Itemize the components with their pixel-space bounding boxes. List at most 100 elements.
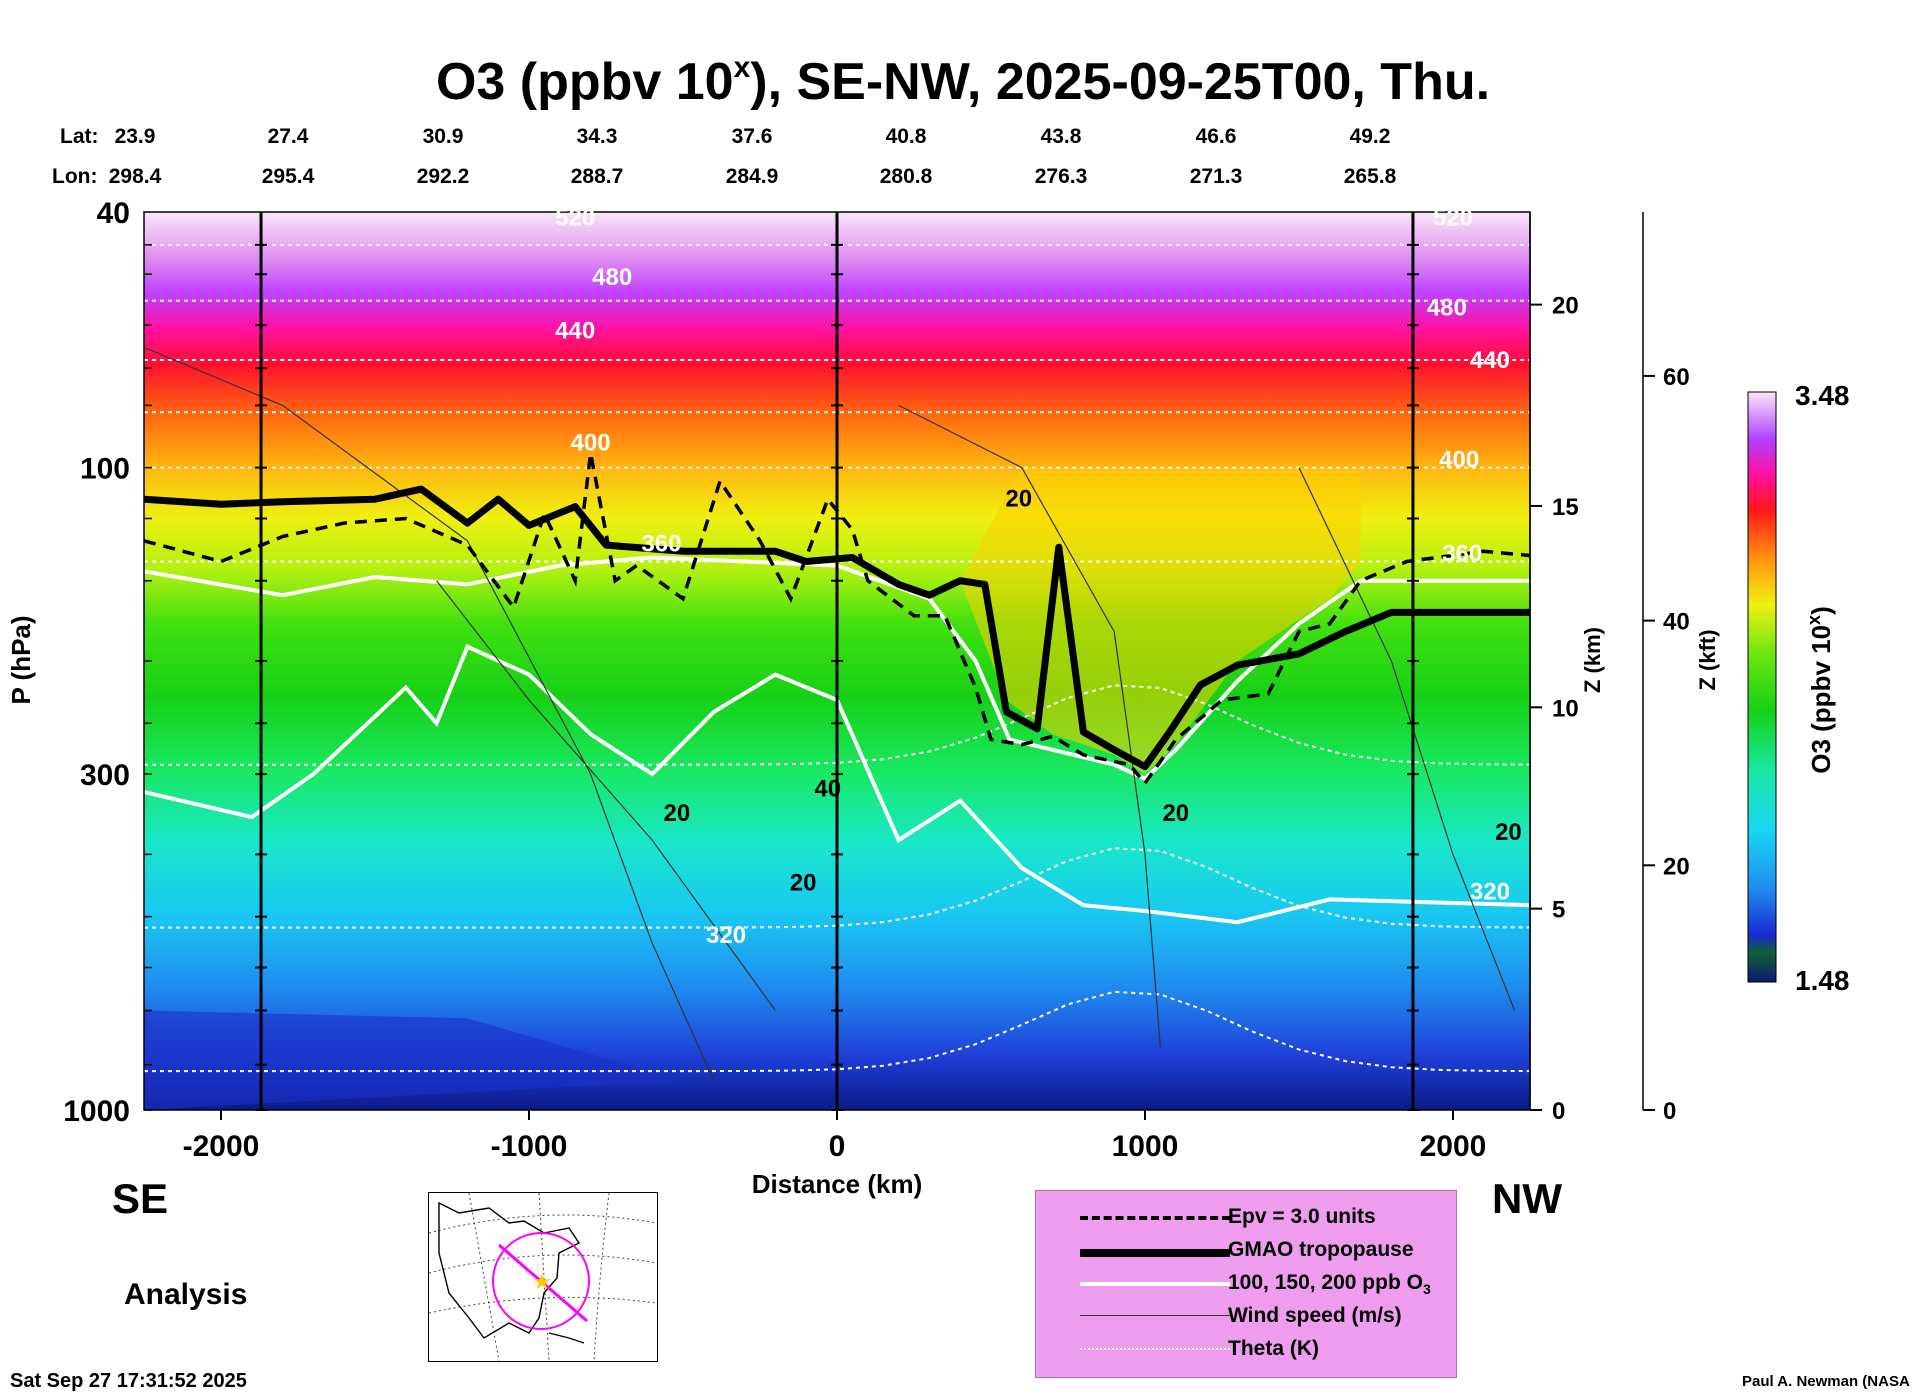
y-tick-label: 100	[80, 453, 130, 486]
lon-value: 298.4	[108, 165, 162, 188]
lat-value: 34.3	[576, 125, 618, 148]
theta-label: 360	[641, 530, 681, 557]
se-label: SE	[112, 1175, 169, 1222]
colorbar	[1747, 391, 1777, 983]
lat-value: 30.9	[422, 125, 464, 148]
timestamp: Sat Sep 27 17:31:52 2025	[10, 1370, 247, 1392]
epv-line	[144, 452, 1530, 787]
y-tick-label: 1000	[63, 1095, 130, 1128]
star-icon: ★	[532, 1269, 552, 1294]
z-km-label: Z (km)	[1580, 627, 1605, 693]
lon-value: 280.8	[879, 165, 933, 188]
lat-value: 40.8	[885, 125, 927, 148]
z-kft-tick-label: 40	[1663, 609, 1690, 636]
theta-label: 400	[571, 429, 611, 456]
lon-value: 284.9	[725, 165, 779, 188]
theta-label: 440	[555, 318, 595, 345]
x-tick-label: -1000	[491, 1130, 568, 1163]
x-tick-label: 1000	[1112, 1130, 1179, 1163]
colorbar-max: 3.48	[1795, 380, 1850, 411]
y-axis: 40 100 300 1000	[63, 197, 152, 1128]
legend-label: Wind speed (m/s)	[1228, 1304, 1402, 1327]
lat-value: 49.2	[1349, 125, 1391, 148]
theta-label: 440	[1470, 347, 1510, 374]
coastline	[438, 1201, 581, 1339]
x-tick-label: 0	[829, 1130, 846, 1163]
wind-contour	[436, 580, 776, 1011]
wind-label: 20	[790, 869, 817, 896]
legend-label: Theta (K)	[1228, 1337, 1319, 1360]
legend-label: 100, 150, 200 ppb O3	[1228, 1271, 1431, 1298]
z-km-tick-label: 0	[1552, 1098, 1565, 1125]
theta-label: 480	[1427, 295, 1467, 322]
colorbar-label: O3 (ppbv 10x)	[1804, 606, 1836, 774]
x-axis-label: Distance (km)	[752, 1169, 923, 1199]
z-kft-axis: 0 20 40 60	[1642, 212, 1690, 1125]
chart-title: O3 (ppbv 10x), SE-NW, 2025-09-25T00, Thu…	[0, 51, 1926, 112]
legend-swatch	[1080, 1216, 1230, 1220]
low-ozone-region	[144, 1010, 683, 1110]
wind-label: 20	[1162, 800, 1189, 827]
lon-value: 271.3	[1189, 165, 1243, 188]
z-kft-tick-label: 20	[1663, 853, 1690, 880]
y-axis-label: P (hPa)	[6, 615, 36, 704]
legend-swatch	[1080, 1348, 1230, 1350]
chart-title-sup: x	[733, 51, 751, 84]
lon-value: 276.3	[1034, 165, 1088, 188]
lon-value: 288.7	[570, 165, 624, 188]
lat-value: 27.4	[267, 125, 309, 148]
x-axis: -2000 -1000 0 1000 2000	[183, 1110, 1486, 1163]
wind-contour	[144, 346, 715, 1081]
wind-label: 20	[1495, 819, 1522, 846]
location-map: ★	[428, 1192, 658, 1362]
legend-label: Epv = 3.0 units	[1228, 1205, 1376, 1228]
z-km-tick-label: 10	[1552, 695, 1579, 722]
lat-value: 46.6	[1195, 125, 1237, 148]
z-km-tick-label: 20	[1552, 293, 1579, 320]
contour-labels: 5204804404003603205204804404003603202040…	[555, 205, 1522, 950]
wind-label: 20	[663, 800, 690, 827]
z-km-tick-label: 5	[1552, 897, 1565, 924]
x-tick-label: -2000	[183, 1130, 260, 1163]
z-km-tick-label: 15	[1552, 494, 1579, 521]
nw-label: NW	[1492, 1175, 1562, 1222]
theta-line	[144, 990, 1530, 1073]
y-tick-label: 40	[97, 197, 130, 230]
lon-value: 292.2	[416, 165, 470, 188]
lon-value: 265.8	[1343, 165, 1397, 188]
analysis-label: Analysis	[124, 1278, 248, 1311]
wind-contour	[1298, 467, 1516, 1011]
line-overlays	[144, 243, 1530, 1081]
wind-label: 40	[814, 775, 841, 802]
legend: Epv = 3.0 units GMAO tropopause 100, 150, …	[1035, 1190, 1457, 1378]
lon-value: 295.4	[261, 165, 315, 188]
location-map-svg: ★	[429, 1193, 657, 1361]
theta-label: 320	[1470, 878, 1510, 905]
theta-label: 480	[592, 264, 632, 291]
wind-label: 20	[1005, 486, 1032, 513]
lat-value: 23.9	[114, 125, 156, 148]
lat-value: 43.8	[1040, 125, 1082, 148]
theta-label: 360	[1442, 540, 1482, 567]
z-kft-tick-label: 60	[1663, 364, 1690, 391]
z-km-axis: 0 5 10 15 20	[1529, 212, 1579, 1125]
z-kft-label: Z (kft)	[1695, 629, 1720, 690]
theta-label: 520	[1433, 205, 1473, 232]
z-kft-tick-label: 0	[1663, 1098, 1676, 1125]
chart-title-prefix: O3 (ppbv 10	[435, 53, 734, 111]
credit: Paul A. Newman (NASA	[1742, 1373, 1910, 1390]
chart-title-suffix: ), SE-NW, 2025-09-25T00, Thu.	[750, 53, 1491, 111]
theta-label: 320	[706, 922, 746, 949]
theta-line	[144, 684, 1530, 766]
section-line	[498, 1243, 588, 1323]
lat-value: 37.6	[731, 125, 773, 148]
legend-swatch	[1080, 1282, 1230, 1286]
ozone-contour	[144, 644, 1530, 925]
wind-contour	[898, 404, 1161, 1048]
lat-label: Lat:	[60, 125, 99, 148]
theta-label: 520	[555, 205, 595, 232]
legend-swatch	[1080, 1315, 1230, 1316]
theta-label: 400	[1439, 447, 1479, 474]
inset-circle	[492, 1232, 590, 1330]
